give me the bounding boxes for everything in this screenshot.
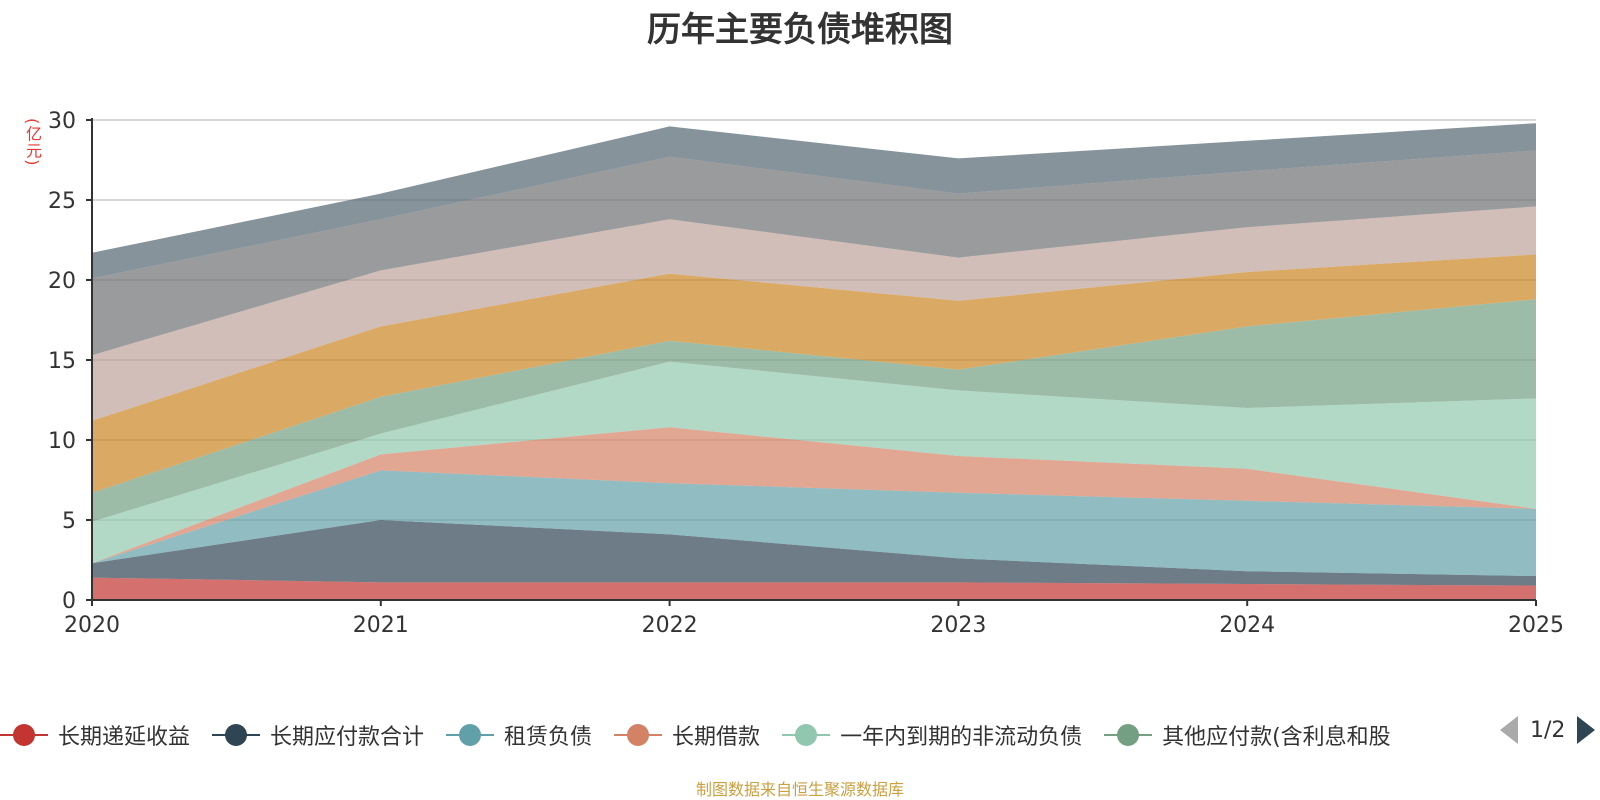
legend-label: 其他应付款(含利息和股 bbox=[1162, 725, 1391, 750]
x-tick-label-2020: 2020 bbox=[64, 613, 120, 638]
legend-pager: 1/2 bbox=[1500, 716, 1596, 744]
chart-title: 历年主要负债堆积图 bbox=[647, 10, 953, 50]
legend-marker-icon bbox=[614, 723, 663, 747]
legend-item-5[interactable]: 其他应付款(含利息和股 bbox=[1104, 719, 1391, 751]
x-tick-label-2021: 2021 bbox=[353, 613, 409, 638]
legend: 长期递延收益 长期应付款合计 租赁负债 长期借款 一年内到期的非流动负债 其他应付款(含利… bbox=[0, 712, 1490, 758]
y-tick-label-30: 30 bbox=[48, 109, 76, 134]
legend-next-page-icon[interactable] bbox=[1577, 716, 1596, 744]
y-tick-label-15: 15 bbox=[48, 349, 76, 374]
legend-prev-page-icon[interactable] bbox=[1500, 716, 1518, 744]
area-series-7 bbox=[92, 206, 1536, 421]
legend-label: 租赁负债 bbox=[504, 725, 593, 750]
legend-label: 长期递延收益 bbox=[58, 725, 191, 750]
y-tick-label-10: 10 bbox=[48, 429, 76, 454]
y-tick-label-5: 5 bbox=[62, 509, 76, 534]
legend-marker-icon bbox=[446, 723, 495, 747]
legend-label: 长期借款 bbox=[672, 725, 761, 750]
x-tick-label-2024: 2024 bbox=[1219, 613, 1275, 638]
y-axis-unit: (亿元) bbox=[23, 118, 42, 167]
legend-label: 一年内到期的非流动负债 bbox=[840, 725, 1083, 750]
area-series-1 bbox=[92, 520, 1536, 586]
y-tick-label-25: 25 bbox=[48, 189, 76, 214]
legend-marker-icon bbox=[782, 723, 831, 747]
area-series-4 bbox=[92, 361, 1536, 564]
data-source-note: 制图数据来自恒生聚源数据库 bbox=[695, 780, 904, 799]
legend-label: 长期应付款合计 bbox=[270, 725, 425, 750]
area-series-2 bbox=[92, 470, 1536, 576]
area-series-8 bbox=[92, 150, 1536, 356]
area-series-0 bbox=[92, 577, 1536, 600]
x-tick-label-2022: 2022 bbox=[642, 613, 698, 638]
legend-item-1[interactable]: 长期应付款合计 bbox=[212, 719, 424, 751]
area-series-3 bbox=[92, 427, 1536, 564]
legend-item-3[interactable]: 长期借款 bbox=[614, 719, 760, 751]
y-tick-label-0: 0 bbox=[62, 589, 76, 614]
legend-page-indicator: 1/2 bbox=[1530, 717, 1566, 743]
y-tick-label-20: 20 bbox=[48, 269, 76, 294]
area-series-9 bbox=[92, 123, 1536, 279]
legend-item-2[interactable]: 租赁负债 bbox=[446, 719, 592, 751]
legend-item-4[interactable]: 一年内到期的非流动负债 bbox=[782, 719, 1082, 751]
legend-item-0[interactable]: 长期递延收益 bbox=[0, 719, 190, 751]
area-series-5 bbox=[92, 299, 1536, 522]
x-tick-label-2025: 2025 bbox=[1508, 613, 1564, 638]
legend-marker-icon bbox=[212, 723, 261, 747]
legend-marker-icon bbox=[1104, 723, 1153, 747]
x-tick-label-2023: 2023 bbox=[930, 613, 986, 638]
legend-marker-icon bbox=[0, 723, 48, 747]
area-series-6 bbox=[92, 254, 1536, 493]
